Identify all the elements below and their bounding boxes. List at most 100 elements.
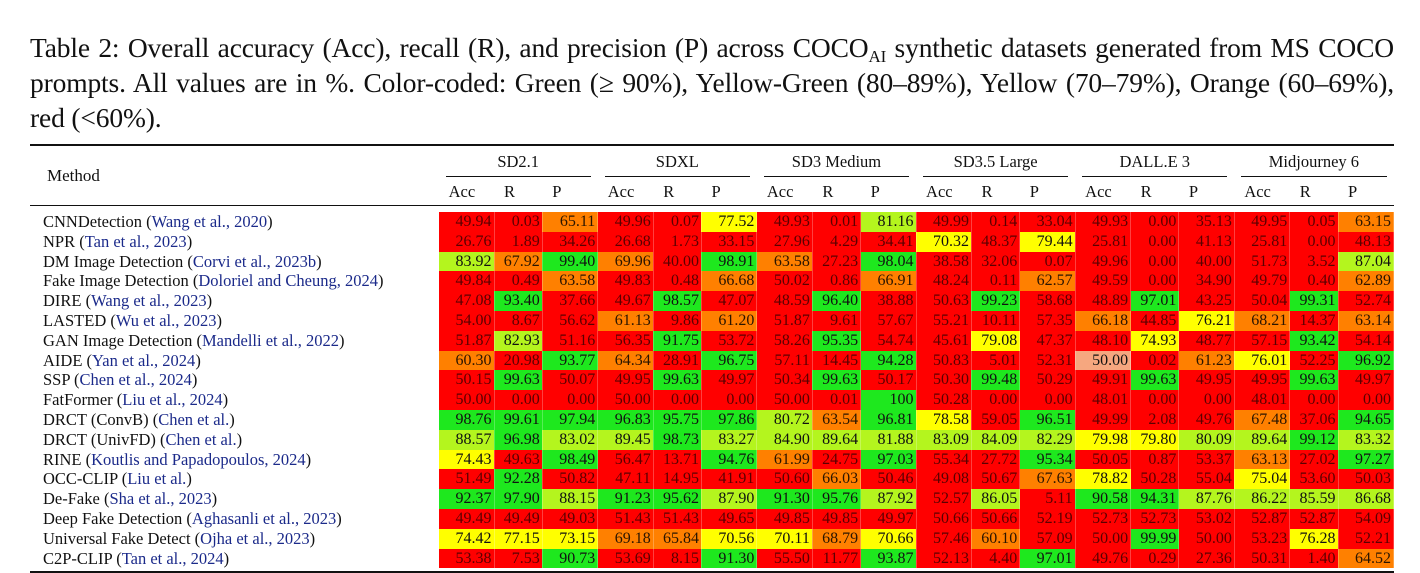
value-cell: 96.83 [597,409,654,430]
value-cell: 92.28 [494,469,543,490]
method-name: RINE [43,449,82,469]
table-row: C2P-CLIP (Tan et al., 2024) 53.38 7.53 90.7… [30,548,1394,569]
value-cell: 63.58 [542,271,599,292]
table-caption: Table 2: Overall accuracy (Acc), recall … [30,30,1394,135]
paren: ( [182,508,192,528]
value-cell: 52.73 [1130,508,1180,529]
value-cell: 54.09 [1338,508,1394,529]
value-cell: 94.31 [1130,489,1180,509]
citation-link[interactable]: Liu et al. [127,469,187,489]
value-cell: 50.15 [438,370,495,391]
citation-link[interactable]: Wang et al., 2023 [91,291,207,311]
value-cell: 48.59 [756,291,813,311]
value-cell: 67.63 [1019,469,1076,490]
method-cell: SSP (Chen et al., 2024) [30,370,439,390]
value-cell: 97.01 [1130,291,1180,311]
value-cell: 83.02 [542,429,599,450]
value-cell: 49.65 [701,508,758,529]
table-row: LASTED (Wu et al., 2023) 54.00 8.67 56.62 61… [30,310,1394,331]
value-cell: 78.82 [1075,469,1132,490]
table-row: DIRE (Wang et al., 2023) 47.08 93.40 37.66 4… [30,291,1394,311]
metric-header: R [663,181,675,201]
value-cell: 0.00 [1338,390,1394,410]
value-cell: 49.63 [494,449,543,470]
value-cell: 92.37 [438,489,495,509]
value-cell: 0.86 [812,271,862,292]
value-cell: 49.03 [542,508,599,529]
value-cell: 52.57 [916,489,972,509]
value-cell: 49.79 [1234,271,1291,292]
citation-link[interactable]: Sha et al., 2023 [109,489,212,509]
paren: ) [211,489,218,509]
value-cell: 77.15 [494,528,543,549]
value-cell: 86.22 [1234,489,1291,509]
citation-link[interactable]: Yan et al., 2024 [92,350,196,370]
citation-link[interactable]: Chen et al. [158,409,230,429]
value-cell: 61.99 [756,449,813,470]
value-cell: 0.00 [1019,390,1076,410]
value-cell: 70.11 [756,528,813,549]
metric-header: P [1188,181,1199,201]
value-cell: 41.13 [1178,231,1235,252]
value-cell: 48.89 [1075,291,1132,311]
citation-link[interactable]: Chen et al., 2024 [79,370,192,390]
value-cell: 14.45 [812,350,862,371]
value-cell: 52.19 [1019,508,1076,529]
value-cell: 55.04 [1178,469,1235,490]
value-cell: 82.29 [1019,429,1076,450]
value-cell: 49.67 [597,291,654,311]
value-cell: 57.15 [1234,330,1291,351]
value-cell: 55.21 [916,310,972,331]
value-cell: 49.83 [597,271,654,292]
value-cell: 60.30 [438,350,495,371]
citation-link[interactable]: Chen et al. [165,429,237,449]
citation-link[interactable]: Corvi et al., 2023b [192,251,317,271]
citation-link[interactable]: Mandelli et al., 2022 [202,330,340,350]
value-cell: 94.65 [1338,409,1394,430]
citation-link[interactable]: Wang et al., 2020 [151,212,268,231]
value-cell: 53.37 [1178,449,1235,470]
value-cell: 50.28 [1130,469,1180,490]
value-cell: 99.61 [494,409,543,430]
value-cell: 0.48 [653,271,702,292]
value-cell: 88.15 [542,489,599,509]
metric-header: R [1299,181,1311,201]
paren: ( [192,330,203,350]
value-cell: 28.91 [653,350,702,371]
method-cell: FatFormer (Liu et al., 2024) [30,390,439,410]
value-cell: 47.37 [1019,330,1076,351]
dataset-header-label: SDXL [604,147,750,177]
paren: ) [206,291,213,311]
citation-link[interactable]: Aghasanli et al., 2023 [191,508,337,528]
citation-link[interactable]: Wu et al., 2023 [115,310,217,330]
citation-link[interactable]: Ojha et al., 2023 [200,528,310,548]
paren: ( [183,251,193,271]
value-cell: 51.87 [756,310,813,331]
method-cell: CNNDetection (Wang et al., 2020) [30,212,439,232]
dataset-header-label: Midjourney 6 [1241,147,1387,177]
value-cell: 99.63 [494,370,543,391]
citation-link[interactable]: Liu et al., 2024 [122,390,223,410]
value-cell: 76.28 [1289,528,1339,549]
value-cell: 0.00 [1130,271,1180,292]
value-cell: 99.63 [653,370,702,391]
citation-link[interactable]: Tan et al., 2023 [84,231,187,251]
value-cell: 50.04 [1234,291,1291,311]
citation-link[interactable]: Doloriel and Cheung, 2024 [198,271,378,291]
value-cell: 66.91 [860,271,917,292]
table-row: Deep Fake Detection (Aghasanli et al., 2… [30,508,1394,529]
value-cell: 50.34 [756,370,813,391]
value-cell: 53.69 [597,548,654,569]
method-name: OCC-CLIP [43,469,118,489]
value-cell: 49.85 [756,508,813,529]
value-cell: 62.89 [1338,271,1394,292]
value-cell: 48.01 [1234,390,1291,410]
citation-link[interactable]: Koutlis and Papadopoulos, 2024 [91,449,306,469]
value-cell: 0.49 [494,271,543,292]
dataset-header-label: SD2.1 [445,147,591,177]
value-cell: 49.76 [1075,548,1132,569]
method-cell: OCC-CLIP (Liu et al.) [30,469,439,489]
value-cell: 64.52 [1338,548,1394,569]
dataset-header: SD3.5 Large [916,145,1075,178]
citation-link[interactable]: Tan et al., 2024 [121,548,224,568]
